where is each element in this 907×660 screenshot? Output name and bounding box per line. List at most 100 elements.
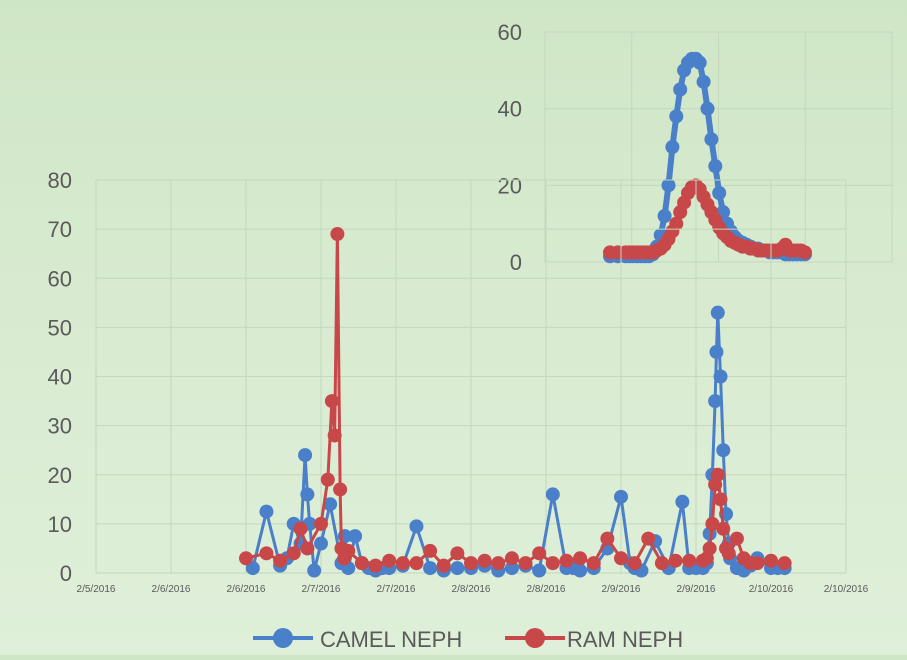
ram-series-point <box>532 546 547 561</box>
inset-camel-point <box>657 209 672 223</box>
ram-series-point <box>464 556 478 571</box>
ram-series-point <box>286 546 301 561</box>
ram-series-point <box>702 541 717 556</box>
ram-series-point <box>504 551 519 566</box>
ram-series-point <box>395 556 410 571</box>
ram-series-point <box>273 553 288 568</box>
y-tick-label: 60 <box>48 266 72 291</box>
camel-series-point <box>573 563 588 578</box>
inset-chart: 0 20 40 60 <box>498 20 893 275</box>
y-tick-label: 0 <box>60 561 72 586</box>
main-chart: 0 10 20 30 40 50 60 70 80 2/5/2016 2/6/2016 2/6/201… <box>48 168 869 595</box>
x-tick-label: 2/10/2016 <box>824 584 869 595</box>
y-tick-label: 80 <box>48 168 72 193</box>
inset-camel-line <box>610 55 805 260</box>
ram-series-point <box>436 558 451 573</box>
camel-series-point <box>259 504 274 519</box>
inset-camel-point <box>665 140 680 154</box>
ram-series-point <box>627 556 642 571</box>
ram-series-point <box>713 492 728 507</box>
inset-y-tick-label: 60 <box>498 20 522 45</box>
ram-series-point <box>750 556 765 571</box>
y-tick-label: 30 <box>48 414 72 439</box>
ram-series-point <box>330 227 345 242</box>
camel-series-point <box>409 519 424 534</box>
ram-series-point <box>573 551 588 566</box>
inset-camel-point <box>704 132 719 147</box>
ram-series-point <box>341 543 356 558</box>
camel-series-point <box>504 561 519 576</box>
camel-series-point <box>614 489 628 504</box>
ram-series-point <box>314 516 328 531</box>
camel-series-point <box>298 448 313 463</box>
ram-series-point <box>764 553 778 568</box>
camel-series-point <box>307 563 322 578</box>
inset-camel-point <box>712 186 727 200</box>
y-tick-label: 20 <box>48 463 72 488</box>
ram-series-point <box>545 556 560 571</box>
legend-camel-marker <box>273 628 293 648</box>
x-tick-label: 2/8/2016 <box>527 584 566 595</box>
inset-ram-point <box>669 216 684 231</box>
x-tick-label: 2/9/2016 <box>677 584 716 595</box>
x-tick-label: 2/7/2016 <box>377 584 416 595</box>
camel-series-point <box>713 369 728 384</box>
x-tick-label: 2/10/2016 <box>749 584 794 595</box>
inset-ram-point <box>798 245 812 260</box>
x-tick-label: 2/9/2016 <box>602 584 641 595</box>
ram-series-point <box>409 556 424 571</box>
ram-series-point <box>705 516 720 531</box>
camel-series-point <box>709 344 724 359</box>
camel-series-point <box>323 497 338 512</box>
ram-series-point <box>239 551 253 566</box>
ram-series-point <box>518 556 533 571</box>
y-tick-label: 50 <box>48 315 72 340</box>
ram-series-point <box>333 482 348 497</box>
ram-series-point <box>600 531 615 546</box>
inset-y-tick-label: 0 <box>510 250 522 275</box>
ram-series-point <box>423 543 438 558</box>
inset-camel-point <box>696 74 711 89</box>
y-tick-label: 40 <box>48 365 72 390</box>
ram-series-point <box>654 556 669 571</box>
camel-series-point <box>450 561 465 576</box>
camel-series-point <box>348 529 363 544</box>
inset-y-tick-label: 20 <box>498 173 522 198</box>
camel-series-point <box>710 305 725 320</box>
ram-series-point <box>716 521 731 536</box>
ram-series-point <box>559 553 574 568</box>
ram-series-point <box>368 558 383 573</box>
ram-series-point <box>777 556 792 571</box>
inset-camel-point <box>708 159 723 174</box>
camel-series-point <box>300 487 315 502</box>
ram-series-point <box>327 428 342 443</box>
inset-camel-point <box>700 101 715 116</box>
ram-series-point <box>300 541 315 556</box>
ram-series-point <box>320 472 335 487</box>
x-tick-label: 2/6/2016 <box>152 584 191 595</box>
x-tick-label: 2/5/2016 <box>77 584 116 595</box>
ram-series-point <box>682 553 697 568</box>
ram-series-point <box>450 546 465 561</box>
ram-series-point <box>491 556 506 571</box>
ram-series-point <box>293 521 308 536</box>
y-tick-label: 70 <box>48 217 72 242</box>
ram-series-point <box>354 556 369 571</box>
ram-series-point <box>614 551 628 566</box>
inset-y-tick-label: 40 <box>498 97 522 122</box>
camel-series-point <box>545 487 560 502</box>
x-tick-label: 2/7/2016 <box>302 584 341 595</box>
ram-series-point <box>382 553 397 568</box>
legend: CAMEL NEPH RAM NEPH <box>253 627 683 652</box>
inset-camel-point <box>692 55 707 70</box>
ram-series-point <box>586 556 601 571</box>
camel-series-point <box>708 394 723 409</box>
camel-series-point <box>675 494 690 509</box>
ram-series-point <box>477 553 492 568</box>
camel-series-point <box>245 561 260 576</box>
ram-series-point <box>259 546 274 561</box>
camel-series-point <box>314 536 328 551</box>
x-tick-label: 2/6/2016 <box>227 584 266 595</box>
ram-series-point <box>729 531 744 546</box>
